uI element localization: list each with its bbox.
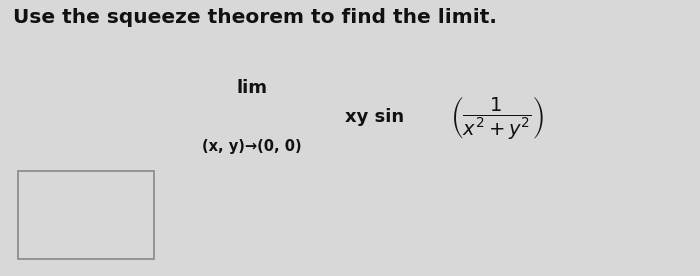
Text: $\left(\dfrac{1}{x^2 + y^2}\right)$: $\left(\dfrac{1}{x^2 + y^2}\right)$ [450,94,544,141]
Text: lim: lim [237,79,267,97]
Bar [18,171,154,259]
Text: xy sin: xy sin [345,108,404,126]
Text: (x, y)→(0, 0): (x, y)→(0, 0) [202,139,302,154]
Text: Use the squeeze theorem to find the limit.: Use the squeeze theorem to find the limi… [13,8,496,27]
